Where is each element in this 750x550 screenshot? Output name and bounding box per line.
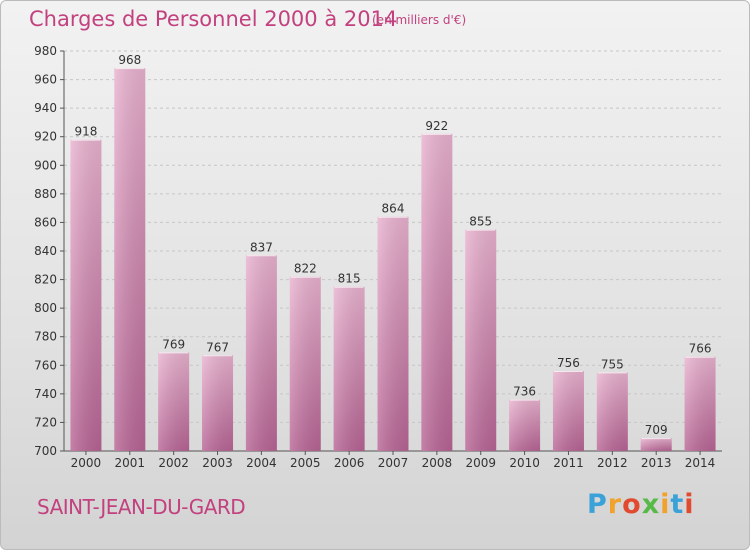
- value-label: 864: [382, 202, 405, 216]
- bar-shade: [70, 139, 102, 452]
- value-label: 837: [250, 240, 273, 254]
- y-tick-label: 800: [34, 301, 57, 315]
- x-tick-label: 2003: [202, 456, 233, 470]
- x-tick-label: 2011: [553, 456, 584, 470]
- logo-letter: i: [660, 489, 671, 520]
- commune-name: SAINT-JEAN-DU-GARD: [37, 495, 246, 519]
- bar-shade: [421, 133, 453, 451]
- x-tick-label: 2001: [115, 456, 146, 470]
- x-tick-label: 2012: [597, 456, 628, 470]
- y-tick-label: 960: [34, 73, 57, 87]
- logo-letter: x: [641, 489, 661, 520]
- x-tick-label: 2014: [685, 456, 716, 470]
- y-tick-label: 780: [34, 330, 57, 344]
- bar-shade: [114, 68, 146, 452]
- logo-letter: t: [670, 489, 685, 520]
- y-tick-label: 720: [34, 415, 57, 429]
- value-label: 922: [425, 119, 448, 133]
- logo-letter: r: [607, 489, 623, 520]
- value-label: 709: [645, 423, 668, 437]
- y-tick-label: 980: [34, 44, 57, 58]
- bar-shade: [377, 216, 409, 451]
- x-tick-label: 2006: [334, 456, 365, 470]
- bar-shade: [640, 438, 672, 451]
- value-label: 822: [294, 262, 317, 276]
- value-label: 756: [557, 356, 580, 370]
- bar-shade: [333, 286, 365, 451]
- y-tick-label: 760: [34, 358, 57, 372]
- value-label: 755: [601, 357, 624, 371]
- chart-subtitle: (en milliers d'€): [372, 13, 467, 27]
- y-tick-label: 900: [34, 158, 57, 172]
- y-tick-label: 940: [34, 101, 57, 115]
- y-tick-label: 820: [34, 273, 57, 287]
- y-tick-label: 840: [34, 244, 57, 258]
- bar-shade: [552, 371, 584, 451]
- bar-shade: [202, 355, 234, 451]
- value-label: 855: [469, 215, 492, 229]
- value-label: 766: [689, 342, 712, 356]
- bar-shade: [289, 276, 321, 451]
- bar-shade: [596, 372, 628, 451]
- x-tick-label: 2008: [422, 456, 453, 470]
- bar-shade: [509, 399, 541, 451]
- logo-letter: o: [622, 489, 642, 520]
- x-tick-label: 2002: [158, 456, 189, 470]
- bar-shade: [245, 255, 277, 451]
- value-label: 918: [74, 125, 97, 139]
- x-tick-label: 2009: [465, 456, 496, 470]
- chart-title: Charges de Personnel 2000 à 2014: [29, 7, 398, 31]
- y-tick-label: 880: [34, 187, 57, 201]
- value-label: 968: [118, 53, 141, 67]
- logo-letter: i: [684, 489, 695, 520]
- y-tick-label: 700: [34, 444, 57, 458]
- x-tick-label: 2004: [246, 456, 277, 470]
- x-tick-label: 2013: [641, 456, 672, 470]
- x-tick-label: 2007: [378, 456, 409, 470]
- proxiti-logo: Proxiti: [587, 489, 695, 520]
- y-tick-label: 920: [34, 130, 57, 144]
- x-tick-label: 2010: [509, 456, 540, 470]
- x-tick-label: 2005: [290, 456, 321, 470]
- bar-shade: [465, 229, 497, 451]
- value-label: 767: [206, 340, 229, 354]
- x-tick-label: 2000: [71, 456, 102, 470]
- value-label: 769: [162, 337, 185, 351]
- logo-letter: P: [587, 489, 608, 520]
- value-label: 815: [338, 272, 361, 286]
- y-tick-label: 740: [34, 387, 57, 401]
- bar-shade: [158, 352, 190, 451]
- y-tick-label: 860: [34, 215, 57, 229]
- value-label: 736: [513, 385, 536, 399]
- bar-shade: [684, 356, 716, 451]
